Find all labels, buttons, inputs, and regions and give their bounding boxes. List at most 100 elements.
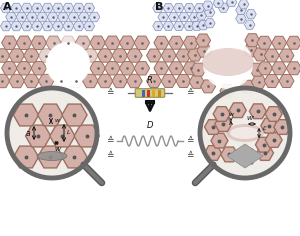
Polygon shape [38,104,63,126]
Polygon shape [105,36,120,50]
Polygon shape [184,21,194,31]
Text: A: A [3,2,12,12]
Polygon shape [286,62,300,75]
Polygon shape [90,36,105,50]
Circle shape [203,39,253,89]
Bar [147,89,150,97]
Polygon shape [168,13,179,21]
Polygon shape [161,49,176,62]
Polygon shape [236,5,246,15]
Circle shape [7,88,97,178]
Polygon shape [46,36,61,50]
Polygon shape [253,48,268,61]
Polygon shape [68,12,79,22]
Polygon shape [73,21,84,31]
Circle shape [12,93,92,173]
Polygon shape [134,36,150,50]
Polygon shape [63,3,74,13]
Polygon shape [264,49,279,62]
Polygon shape [21,3,32,13]
Polygon shape [205,120,221,134]
Circle shape [59,55,77,73]
Polygon shape [62,104,87,126]
Polygon shape [97,49,113,62]
Text: ≙: ≙ [186,152,194,160]
Polygon shape [245,34,260,47]
Polygon shape [257,36,272,49]
Polygon shape [220,84,235,97]
Polygon shape [38,146,63,168]
Polygon shape [63,21,74,31]
Polygon shape [62,146,87,168]
Circle shape [44,125,60,141]
Polygon shape [250,63,265,76]
Polygon shape [154,62,169,75]
Polygon shape [31,62,46,75]
Polygon shape [204,8,215,17]
Polygon shape [211,133,228,148]
Polygon shape [246,10,256,19]
Polygon shape [112,49,128,62]
Polygon shape [240,80,255,93]
Polygon shape [52,21,64,31]
Polygon shape [146,49,161,62]
Polygon shape [163,21,174,31]
Polygon shape [169,62,184,75]
Text: a: a [26,128,30,138]
Polygon shape [191,63,206,76]
Polygon shape [68,74,83,88]
Polygon shape [173,4,184,13]
Polygon shape [1,3,11,13]
Polygon shape [218,3,229,12]
Polygon shape [169,36,184,49]
Polygon shape [2,36,17,50]
Polygon shape [227,144,263,168]
Polygon shape [31,36,46,50]
Ellipse shape [37,152,67,160]
Polygon shape [32,3,43,13]
Bar [142,89,145,97]
Polygon shape [255,137,272,152]
Polygon shape [6,12,17,22]
Polygon shape [75,36,91,50]
Polygon shape [61,36,76,50]
Polygon shape [24,49,39,62]
Circle shape [46,42,90,86]
Text: D: D [147,121,153,130]
Polygon shape [176,75,191,88]
Polygon shape [37,12,48,22]
Polygon shape [213,0,224,8]
Polygon shape [1,21,11,31]
Ellipse shape [226,124,264,142]
Polygon shape [119,62,135,75]
Text: B: B [155,2,164,12]
Text: ≙: ≙ [106,152,114,160]
Polygon shape [153,21,163,31]
Polygon shape [189,75,204,88]
Text: W’: W’ [246,117,254,122]
Polygon shape [229,103,246,118]
Text: L: L [67,131,70,135]
Circle shape [16,97,88,169]
Text: ≙: ≙ [186,136,194,146]
FancyBboxPatch shape [135,89,165,97]
Polygon shape [38,49,54,62]
Polygon shape [16,36,32,50]
Polygon shape [236,14,246,23]
Polygon shape [16,62,32,75]
Text: w: w [54,118,59,123]
Polygon shape [82,49,98,62]
Polygon shape [188,48,202,61]
Polygon shape [50,125,75,147]
Polygon shape [9,74,25,88]
Polygon shape [154,36,169,49]
Polygon shape [119,36,135,50]
Polygon shape [58,12,69,22]
Polygon shape [16,12,27,22]
Polygon shape [258,62,272,75]
Polygon shape [264,75,279,88]
Polygon shape [279,49,294,62]
Circle shape [48,129,56,137]
Polygon shape [73,3,84,13]
Polygon shape [161,75,176,88]
